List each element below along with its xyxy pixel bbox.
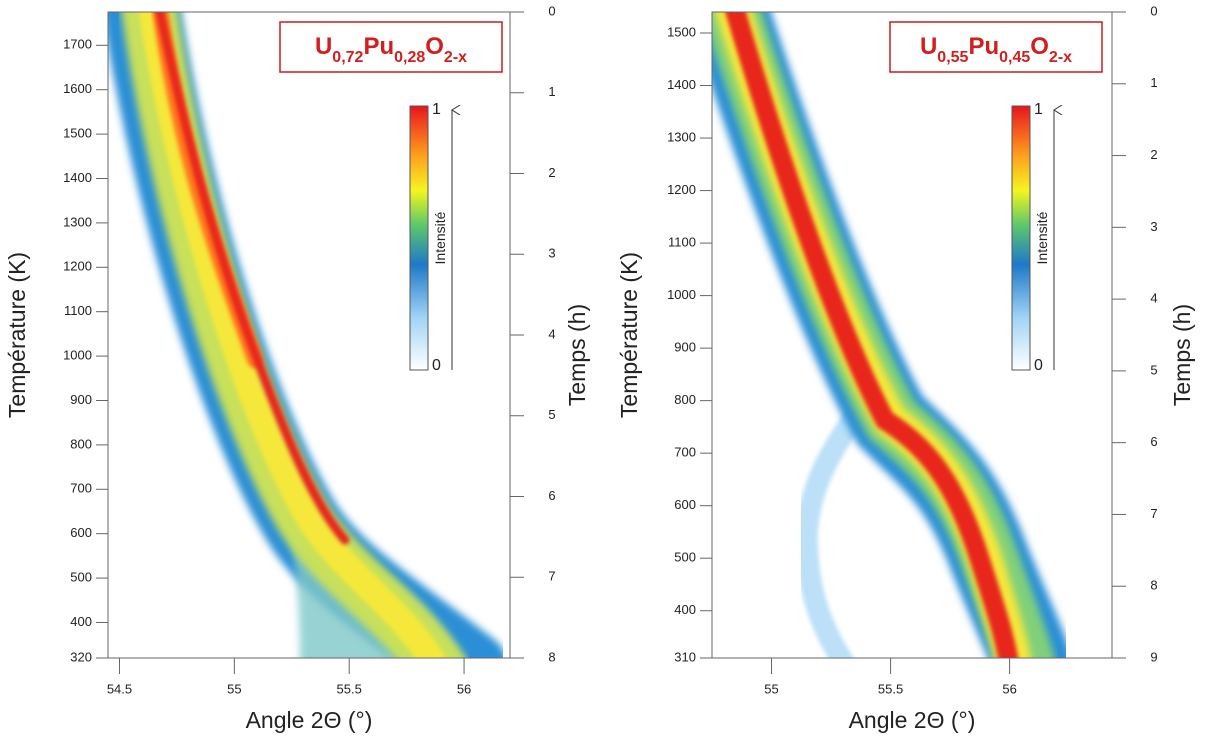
y-tick-label: 1100 — [64, 303, 92, 318]
y-tick-label: 700 — [674, 445, 696, 460]
y-axis-label: Température (K) — [616, 252, 642, 418]
y2-tick-label: 7 — [1150, 506, 1157, 521]
intensity-ridge — [725, 12, 1019, 658]
y-tick-label: 1300 — [63, 214, 92, 229]
y2-tick-label: 5 — [1150, 362, 1157, 377]
y2-tick-label: 7 — [548, 569, 555, 584]
y-tick-label: 1000 — [667, 287, 696, 302]
plot-frame — [711, 11, 1113, 659]
intensity-map — [712, 12, 1073, 658]
intensity-ridge — [795, 399, 871, 658]
panel: 55 55.5 5631040050060070080090010001100120… — [616, 3, 1195, 733]
y2-tick-label: 0 — [1150, 3, 1157, 18]
intensity-map — [108, 12, 507, 658]
formula-subscript: 0,55 — [937, 49, 968, 66]
y-tick-label: 1500 — [63, 126, 92, 141]
y-tick-label: 1400 — [63, 170, 92, 185]
colorbar-tick-label: 1 — [1034, 101, 1043, 118]
y2-tick-label: 9 — [1150, 649, 1157, 664]
y-tick-label: 700 — [70, 481, 92, 496]
formula-element: O — [425, 33, 444, 60]
formula-subscript: 0,72 — [332, 49, 363, 66]
formula-subscript: 0,45 — [999, 49, 1030, 66]
x-tick-label: 55 — [764, 681, 778, 696]
y2-axis-label: Temps (h) — [1169, 304, 1195, 406]
y-tick-label: 1200 — [667, 182, 696, 197]
y2-tick-label: 1 — [1150, 75, 1157, 90]
y-tick-label: 600 — [674, 497, 696, 512]
y2-tick-label: 4 — [548, 326, 555, 341]
y-tick-label: 500 — [70, 570, 92, 585]
y-tick-label: 900 — [674, 340, 696, 355]
y2-tick-label: 5 — [548, 407, 555, 422]
y-tick-label: 1200 — [63, 259, 92, 274]
colorbar-label: Intensité — [1034, 211, 1050, 264]
x-tick-label: 55.5 — [878, 681, 903, 696]
chart-title: U0,55Pu0,45O2-x — [920, 33, 1072, 66]
formula-element: U — [315, 33, 332, 60]
formula-element: O — [1030, 33, 1049, 60]
title-box — [889, 21, 1103, 73]
y2-tick-label: 2 — [548, 165, 555, 180]
y2-tick-label: 8 — [1150, 578, 1157, 593]
chart-title: U0,72Pu0,28O2-x — [315, 33, 467, 66]
x-axis-label: Angle 2Θ (°) — [849, 707, 976, 733]
formula-subscript: 2-x — [444, 49, 467, 66]
panel: 54.5 55 55.5 563204005006007008009001000110… — [4, 3, 590, 733]
y-tick-label: 1400 — [667, 77, 696, 92]
y-tick-label: 1300 — [667, 129, 696, 144]
y-tick-label: 1500 — [667, 24, 696, 39]
x-tick-label: 54.5 — [107, 681, 132, 696]
y-tick-label: 900 — [70, 392, 92, 407]
y-tick-label: 400 — [674, 602, 696, 617]
y2-tick-label: 6 — [548, 488, 555, 503]
intensity-ridge — [155, 12, 350, 545]
y2-tick-label: 2 — [1150, 147, 1157, 162]
y-tick-label: 800 — [674, 392, 696, 407]
y2-axis-label: Temps (h) — [564, 304, 590, 406]
y2-tick-label: 4 — [1150, 291, 1157, 306]
y2-tick-label: 0 — [548, 3, 555, 18]
y-tick-label: 1000 — [63, 348, 92, 363]
colorbar-tick-label: 0 — [432, 357, 441, 374]
y2-tick-label: 8 — [548, 649, 555, 664]
y-tick-label: 310 — [674, 649, 696, 664]
x-tick-label: 55.5 — [337, 681, 362, 696]
formula-element: U — [920, 33, 937, 60]
colorbar — [409, 105, 429, 371]
y-tick-label: 320 — [70, 649, 92, 664]
y-tick-label: 800 — [70, 436, 92, 451]
y2-tick-label: 6 — [1150, 434, 1157, 449]
y-tick-label: 500 — [674, 550, 696, 565]
x-axis-label: Angle 2Θ (°) — [246, 707, 373, 733]
y-tick-label: 400 — [70, 614, 92, 629]
x-tick-label: 56 — [457, 681, 471, 696]
x-tick-label: 56 — [1002, 681, 1016, 696]
y-axis-label: Température (K) — [4, 252, 30, 418]
colorbar-tick-label: 1 — [432, 101, 441, 118]
x-tick-label: 55 — [227, 681, 241, 696]
colorbar — [1011, 105, 1031, 371]
y2-tick-label: 1 — [548, 84, 555, 99]
title-box — [279, 21, 503, 73]
formula-element: Pu — [363, 33, 394, 60]
y2-tick-label: 3 — [1150, 219, 1157, 234]
y-tick-label: 1100 — [668, 235, 696, 250]
intensity-ridge — [138, 12, 446, 658]
colorbar-label: Intensité — [432, 211, 448, 264]
formula-subscript: 2-x — [1049, 49, 1072, 66]
y-tick-label: 600 — [70, 525, 92, 540]
y-tick-label: 1600 — [63, 81, 92, 96]
formula-subscript: 0,28 — [394, 49, 425, 66]
formula-element: Pu — [968, 33, 999, 60]
y-tick-label: 1700 — [63, 37, 92, 52]
y2-tick-label: 3 — [548, 246, 555, 261]
colorbar-tick-label: 0 — [1034, 357, 1043, 374]
